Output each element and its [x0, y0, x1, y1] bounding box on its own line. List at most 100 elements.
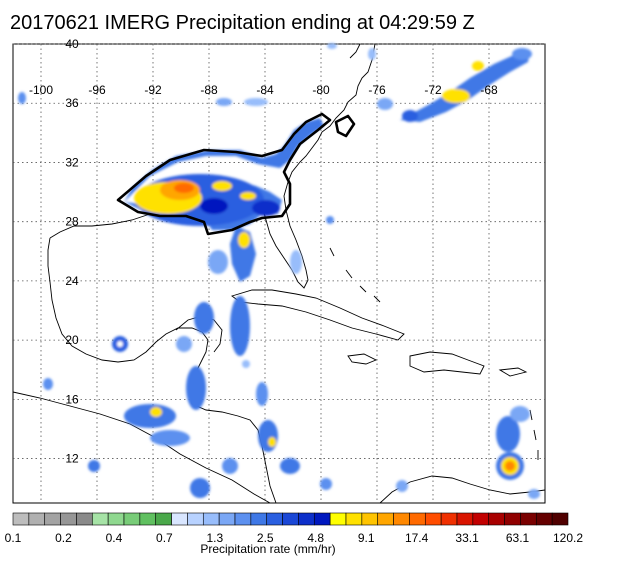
precip-cell [212, 181, 232, 191]
colorbar-swatch [123, 512, 141, 526]
precip-cell [290, 250, 302, 274]
lon-tick-label: -76 [368, 83, 386, 97]
colorbar-swatch [377, 512, 394, 526]
colorbar-tick-label: 1.3 [206, 531, 223, 545]
precip-cell [256, 382, 268, 406]
precip-cell [117, 341, 123, 347]
precip-cell [124, 404, 176, 428]
colorbar-swatch [155, 512, 172, 526]
latitude-labels: 40 36 32 28 24 20 16 12 [65, 37, 79, 466]
colorbar-swatch [345, 512, 363, 526]
precip-cell [252, 200, 280, 216]
colorbar-tick-label: 63.1 [506, 531, 530, 545]
precip-cell [496, 416, 520, 452]
lat-tick-label: 32 [65, 155, 79, 169]
colorbar-swatch [28, 512, 46, 526]
colorbar-swatch [440, 512, 458, 526]
precip-cell [402, 110, 418, 122]
lat-tick-label: 28 [65, 215, 79, 229]
lon-tick-label: -68 [480, 83, 498, 97]
precip-cell [43, 378, 53, 390]
precip-cell [512, 48, 532, 60]
colorbar-label: Precipitation rate (mm/hr) [200, 542, 335, 556]
precip-cell [240, 192, 256, 200]
precip-cell [150, 407, 162, 417]
map-title: 20170621 IMERG Precipitation ending at 0… [10, 12, 475, 34]
precip-cell [186, 366, 206, 410]
colorbar-swatch [409, 512, 426, 526]
precip-cell [505, 461, 515, 471]
lat-tick-label: 24 [65, 274, 79, 288]
colorbar-swatch [12, 512, 30, 526]
precip-cell [238, 232, 250, 248]
colorbar-tick-label: 0.7 [156, 531, 173, 545]
colorbar-tick-label: 17.4 [405, 531, 429, 545]
colorbar-swatch [187, 512, 204, 526]
colorbar-swatch [107, 512, 125, 526]
precip-cell [200, 198, 228, 214]
precip-cell [208, 250, 228, 274]
colorbar-swatch [44, 512, 61, 526]
colorbar-swatch [329, 512, 347, 526]
precip-cell [88, 460, 100, 472]
colorbar-tick-label: 33.1 [455, 531, 479, 545]
colorbar-swatch [60, 512, 77, 526]
precip-cell [244, 98, 268, 106]
colorbar-swatch [361, 512, 379, 526]
colorbar-tick-label: 0.1 [5, 531, 22, 545]
colorbar-swatch [504, 512, 521, 526]
precip-cell [190, 478, 210, 498]
colorbar-swatch [282, 512, 299, 526]
colorbar-tick-label: 4.8 [307, 531, 324, 545]
longitude-labels: -100 -96 -92 -88 -84 -80 -76 -72 -68 [29, 83, 498, 97]
precip-cell [230, 296, 250, 356]
lat-tick-label: 36 [65, 96, 79, 110]
precip-cell [242, 360, 250, 368]
map-frame [12, 43, 546, 504]
precip-cell [396, 480, 408, 492]
precip-cell [377, 98, 393, 110]
colorbar-swatch [250, 512, 268, 526]
colorbar-tick-label: 9.1 [358, 531, 375, 545]
precip-cell [176, 336, 192, 352]
lon-tick-label: -92 [144, 83, 162, 97]
precip-cell [327, 43, 337, 49]
heavy-rain-outline [116, 112, 356, 236]
colorbar-swatch [313, 512, 331, 526]
precip-band-atlantic [400, 50, 530, 122]
precip-cell [472, 61, 484, 71]
lat-tick-label: 20 [65, 333, 79, 347]
colorbar-swatch [91, 512, 109, 526]
precip-cell [280, 458, 300, 474]
precip-cell [368, 48, 376, 60]
lon-tick-label: -72 [424, 83, 442, 97]
lon-tick-label: -80 [312, 83, 330, 97]
colorbar-swatch [551, 512, 569, 526]
colorbar-swatch [266, 512, 283, 526]
precip-cell [150, 430, 190, 446]
colorbar-swatch [393, 512, 410, 526]
precip-cell [528, 489, 540, 499]
precip-cell [442, 89, 470, 103]
colorbar-swatch [139, 512, 157, 526]
colorbar-tick-label: 120.2 [553, 531, 583, 545]
colorbar-swatch [535, 512, 553, 526]
colorbar-swatch [202, 512, 220, 526]
colorbar-swatch [488, 512, 505, 526]
precip-cell [18, 92, 26, 104]
colorbar-swatch [456, 512, 474, 526]
lat-tick-label: 40 [65, 37, 79, 51]
precip-cell [216, 98, 232, 106]
lat-tick-label: 12 [65, 452, 79, 466]
precipitation-field [18, 43, 540, 499]
precip-cell [326, 216, 334, 224]
precip-cell [222, 458, 238, 474]
colorbar-swatch [218, 512, 236, 526]
precip-cell [258, 420, 278, 452]
colorbar-tick-label: 2.5 [257, 531, 274, 545]
precip-cell [194, 302, 214, 334]
lon-tick-label: -84 [256, 83, 274, 97]
colorbar-swatch [76, 512, 93, 526]
colorbar-swatch [472, 512, 490, 526]
